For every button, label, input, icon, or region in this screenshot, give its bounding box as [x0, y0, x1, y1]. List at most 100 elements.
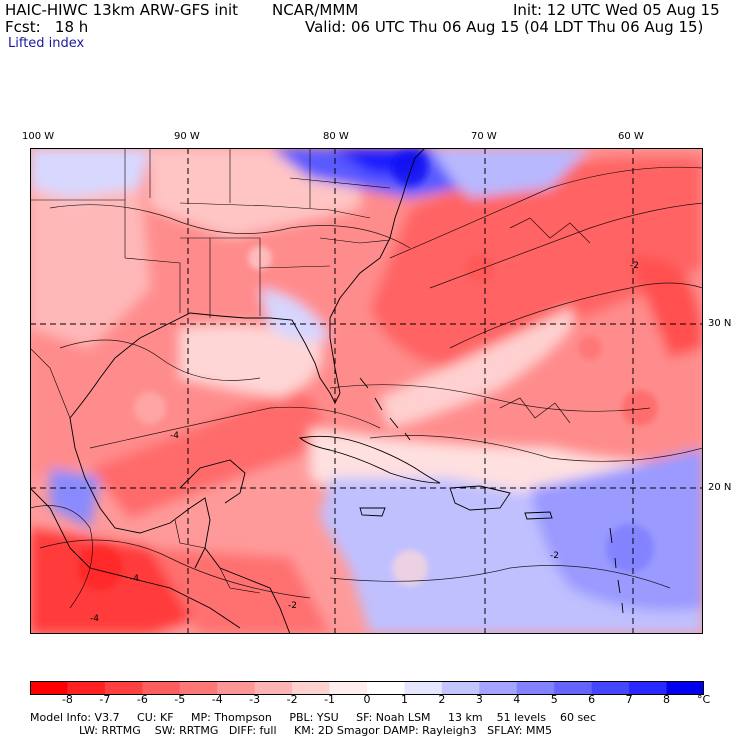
lon-label: 90 W — [174, 131, 200, 142]
state-border — [179, 202, 371, 219]
lifted-index-map: -4 -4 -2 -2 -4 -2 — [30, 148, 703, 634]
contour-line — [389, 166, 703, 259]
contour-label: -4 — [170, 431, 179, 441]
field-region-light — [30, 178, 150, 348]
field-region-stable-light — [260, 288, 330, 342]
colorbar-swatch — [142, 681, 181, 695]
contour-label: -4 — [90, 614, 99, 624]
field-cell — [134, 392, 166, 424]
colorbar-swatch — [629, 681, 668, 695]
field-region-strong — [370, 156, 703, 368]
field-name: Lifted index — [8, 36, 85, 51]
contour-line — [509, 217, 591, 244]
colorbar-swatch — [30, 681, 68, 695]
country-border — [174, 519, 206, 549]
forecast-hour: Fcst: 18 h — [5, 18, 89, 36]
contour-line — [499, 397, 571, 424]
coastline — [30, 487, 241, 629]
colorbar-tick-label: 7 — [625, 693, 633, 706]
field-region-light — [380, 308, 574, 428]
contour-line — [329, 384, 651, 412]
state-border — [124, 257, 181, 313]
colorbar-swatch — [666, 681, 704, 695]
colorbar-swatch — [441, 681, 480, 695]
coastline — [204, 547, 291, 634]
contour-line — [329, 565, 671, 589]
field-region-stable-light — [430, 148, 590, 198]
island-antilles — [609, 527, 624, 614]
colorbar-swatch — [591, 681, 630, 695]
contour-label: -2 — [630, 261, 639, 271]
field-region-strong — [630, 257, 703, 358]
coastline — [179, 459, 246, 504]
colorbar-tick-label: 1 — [400, 693, 408, 706]
contour-line — [449, 282, 703, 349]
colorbar-tick-label: 4 — [513, 693, 521, 706]
state-border — [319, 237, 391, 244]
colorbar-tick-label: 3 — [475, 693, 483, 706]
colorbar — [30, 681, 704, 695]
colorbar-tick-label: 0 — [363, 693, 371, 706]
contour-line — [30, 505, 93, 609]
island-bahamas — [359, 377, 411, 441]
colorbar-swatch — [254, 681, 293, 695]
model-info-line1: Model Info: V3.7 CU: KF MP: Thompson PBL… — [30, 711, 596, 724]
colorbar-tick-label: -1 — [324, 693, 336, 706]
colorbar-tick-label: -4 — [211, 693, 223, 706]
field-cell — [392, 550, 428, 586]
colorbar-tick-label: 5 — [550, 693, 558, 706]
model-info-line2: LW: RRTMG SW: RRTMG DIFF: full KM: 2D Sm… — [30, 724, 552, 737]
field-cell — [78, 546, 122, 590]
lon-label: 70 W — [471, 131, 497, 142]
contour-line — [39, 539, 311, 599]
contour-label: -2 — [288, 601, 297, 611]
colorbar-tick-label: -5 — [174, 693, 186, 706]
colorbar-swatch — [554, 681, 593, 695]
colorbar-swatch — [217, 681, 256, 695]
island-puerto-rico — [524, 511, 553, 520]
contour-line — [429, 202, 703, 289]
init-time: Init: 12 UTC Wed 05 Aug 15 — [513, 1, 720, 19]
colorbar-tick-label: -3 — [249, 693, 261, 706]
island-jamaica — [359, 507, 386, 517]
org-label: NCAR/MMM — [272, 1, 359, 19]
map-frame — [30, 148, 703, 634]
lat-label: 20 N — [708, 482, 732, 493]
contour-label: -2 — [550, 551, 559, 561]
contour-line — [369, 435, 703, 462]
colorbar-tick-label: -8 — [61, 693, 73, 706]
island-hispaniola — [449, 485, 511, 511]
colorbar-tick-label: -6 — [136, 693, 148, 706]
contour-line — [49, 204, 411, 249]
colorbar-unit: °C — [697, 693, 711, 706]
contour-line — [89, 406, 381, 449]
colorbar-swatch — [179, 681, 218, 695]
lon-label: 100 W — [22, 131, 55, 142]
colorbar-tick-label: 8 — [663, 693, 671, 706]
field-cell — [392, 150, 428, 186]
colorbar-frame — [30, 681, 704, 695]
field-cell — [578, 336, 602, 360]
field-cell — [466, 254, 494, 282]
country-border — [30, 347, 71, 419]
model-title: HAIC-HIWC 13km ARW-GFS init — [5, 1, 239, 19]
lon-label: 60 W — [618, 131, 644, 142]
colorbar-tick-label: 2 — [438, 693, 446, 706]
colorbar-swatch — [479, 681, 518, 695]
state-border — [289, 177, 391, 189]
state-border — [259, 265, 331, 269]
field-region-strong — [90, 388, 322, 518]
coastline — [69, 148, 426, 419]
field-cell — [606, 524, 654, 572]
colorbar-swatch — [516, 681, 555, 695]
colorbar-tick-label: 6 — [588, 693, 596, 706]
contour-line — [59, 339, 261, 381]
valid-time: Valid: 06 UTC Thu 06 Aug 15 (04 LDT Thu … — [305, 18, 704, 36]
colorbar-swatch — [104, 681, 143, 695]
island-cuba — [298, 435, 441, 484]
coastline — [69, 417, 211, 569]
field-region-stable — [30, 148, 150, 198]
lon-label: 80 W — [323, 131, 349, 142]
colorbar-swatch — [404, 681, 443, 695]
colorbar-swatch — [329, 681, 368, 695]
